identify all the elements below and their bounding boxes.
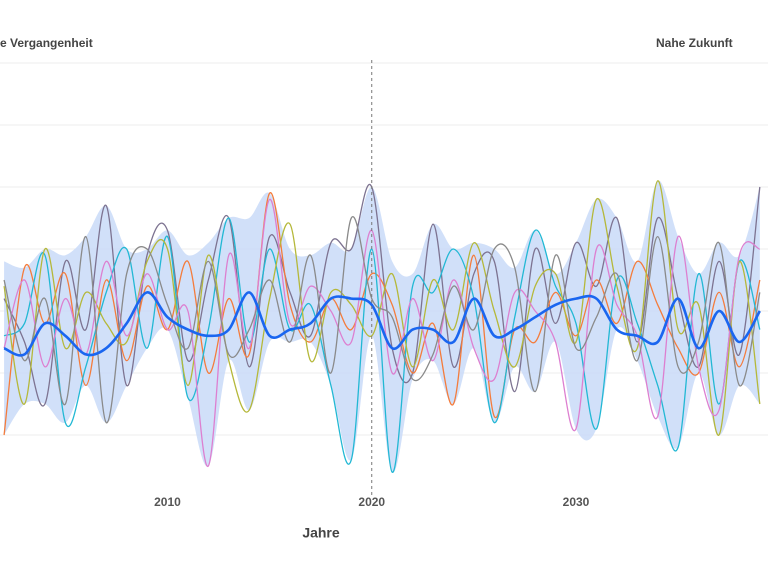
x-axis-title: Jahre (302, 525, 340, 541)
series-line (3, 183, 761, 407)
left-label: e Vergangenheit (0, 36, 93, 50)
x-tick-label: 2020 (358, 495, 385, 509)
series-line (3, 216, 761, 424)
series-line (3, 217, 761, 473)
x-tick-label: 2030 (563, 495, 590, 509)
x-tick-label: 2010 (154, 495, 181, 509)
series-line (3, 198, 761, 467)
right-label: Nahe Zukunft (656, 36, 733, 50)
mean-line (3, 291, 761, 357)
